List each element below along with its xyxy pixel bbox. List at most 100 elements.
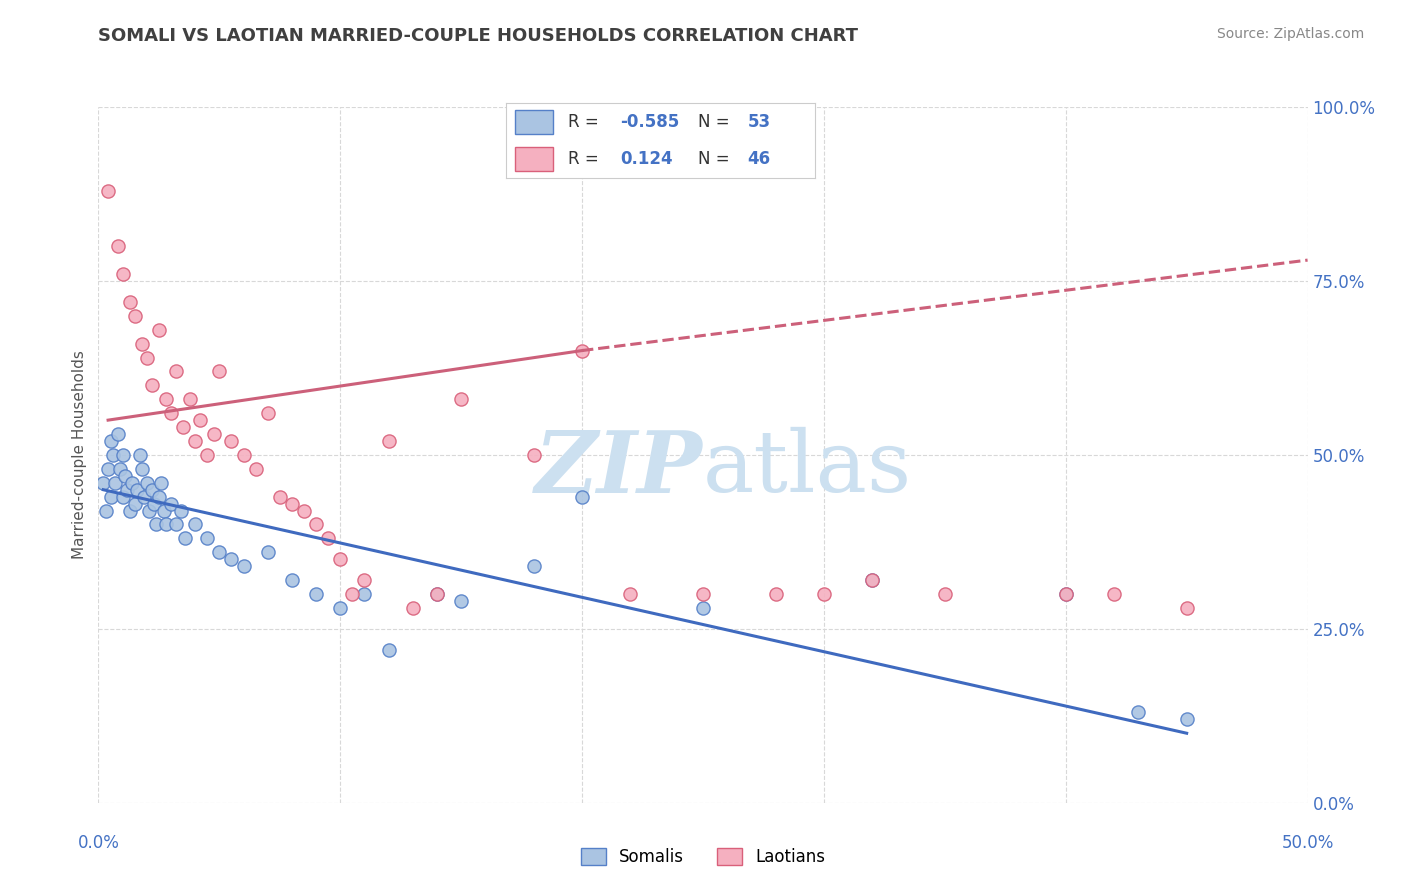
Point [221, 434, 243, 448]
Point [111, 490, 134, 504]
Text: ZIP: ZIP [536, 427, 703, 510]
Point [155, 517, 177, 532]
Point [692, 587, 714, 601]
Point [127, 483, 149, 497]
Point [316, 532, 339, 546]
Point [305, 517, 328, 532]
Point [169, 503, 191, 517]
Point [1175, 601, 1198, 615]
Point [165, 517, 187, 532]
Point [118, 503, 141, 517]
Point [97, 184, 120, 198]
Point [160, 497, 183, 511]
Point [402, 601, 425, 615]
Point [353, 587, 375, 601]
Text: SOMALI VS LAOTIAN MARRIED-COUPLE HOUSEHOLDS CORRELATION CHART: SOMALI VS LAOTIAN MARRIED-COUPLE HOUSEHO… [98, 27, 859, 45]
Point [195, 532, 218, 546]
Text: 50.0%: 50.0% [1281, 834, 1334, 852]
Point [172, 420, 194, 434]
Point [111, 267, 134, 281]
Point [143, 497, 166, 511]
Text: 0.0%: 0.0% [77, 834, 120, 852]
Point [342, 587, 364, 601]
Point [450, 392, 472, 407]
Point [305, 587, 328, 601]
Point [128, 448, 150, 462]
Point [104, 475, 127, 490]
Text: N =: N = [697, 150, 730, 168]
Point [174, 532, 197, 546]
Point [141, 483, 163, 497]
Point [232, 559, 254, 574]
Point [148, 490, 170, 504]
Point [813, 587, 835, 601]
Point [1102, 587, 1125, 601]
Point [523, 559, 546, 574]
Point [131, 462, 153, 476]
Point [353, 573, 375, 587]
Point [184, 517, 207, 532]
Point [134, 490, 156, 504]
Text: atlas: atlas [703, 427, 912, 510]
Point [150, 475, 173, 490]
Point [1054, 587, 1077, 601]
Point [450, 594, 472, 608]
Point [188, 413, 211, 427]
Text: R =: R = [568, 150, 599, 168]
Text: -0.585: -0.585 [620, 113, 681, 131]
Point [91, 475, 114, 490]
Point [1054, 587, 1077, 601]
Point [135, 351, 157, 365]
Text: R =: R = [568, 113, 599, 131]
Point [121, 475, 143, 490]
Point [184, 434, 207, 448]
Point [692, 601, 714, 615]
Point [107, 239, 129, 253]
Point [329, 601, 352, 615]
Point [94, 503, 117, 517]
Point [97, 462, 120, 476]
Point [179, 392, 201, 407]
Point [165, 364, 187, 378]
Point [1175, 712, 1198, 726]
Point [135, 475, 157, 490]
Text: N =: N = [697, 113, 730, 131]
Point [426, 587, 449, 601]
Point [1128, 706, 1150, 720]
Point [141, 378, 163, 392]
Point [138, 503, 160, 517]
Point [269, 490, 291, 504]
Point [114, 468, 136, 483]
Point [118, 294, 141, 309]
Point [117, 483, 139, 497]
Bar [516, 146, 553, 171]
Point [232, 448, 254, 462]
Point [204, 427, 226, 442]
Point [111, 448, 134, 462]
Point [107, 427, 129, 442]
Point [100, 490, 122, 504]
Text: 0.124: 0.124 [620, 150, 673, 168]
Point [245, 462, 267, 476]
Point [523, 448, 546, 462]
Point [377, 642, 399, 657]
Point [221, 552, 243, 566]
Point [860, 573, 883, 587]
Point [208, 364, 231, 378]
Point [208, 545, 231, 559]
Point [124, 497, 146, 511]
Point [148, 323, 170, 337]
Point [256, 406, 278, 420]
Point [101, 448, 124, 462]
Point [100, 434, 122, 448]
Bar [516, 111, 553, 135]
Point [571, 490, 593, 504]
Point [934, 587, 956, 601]
Text: 53: 53 [748, 113, 770, 131]
Point [155, 392, 177, 407]
Point [619, 587, 641, 601]
Point [124, 309, 146, 323]
Point [281, 573, 304, 587]
Point [765, 587, 787, 601]
Point [256, 545, 278, 559]
